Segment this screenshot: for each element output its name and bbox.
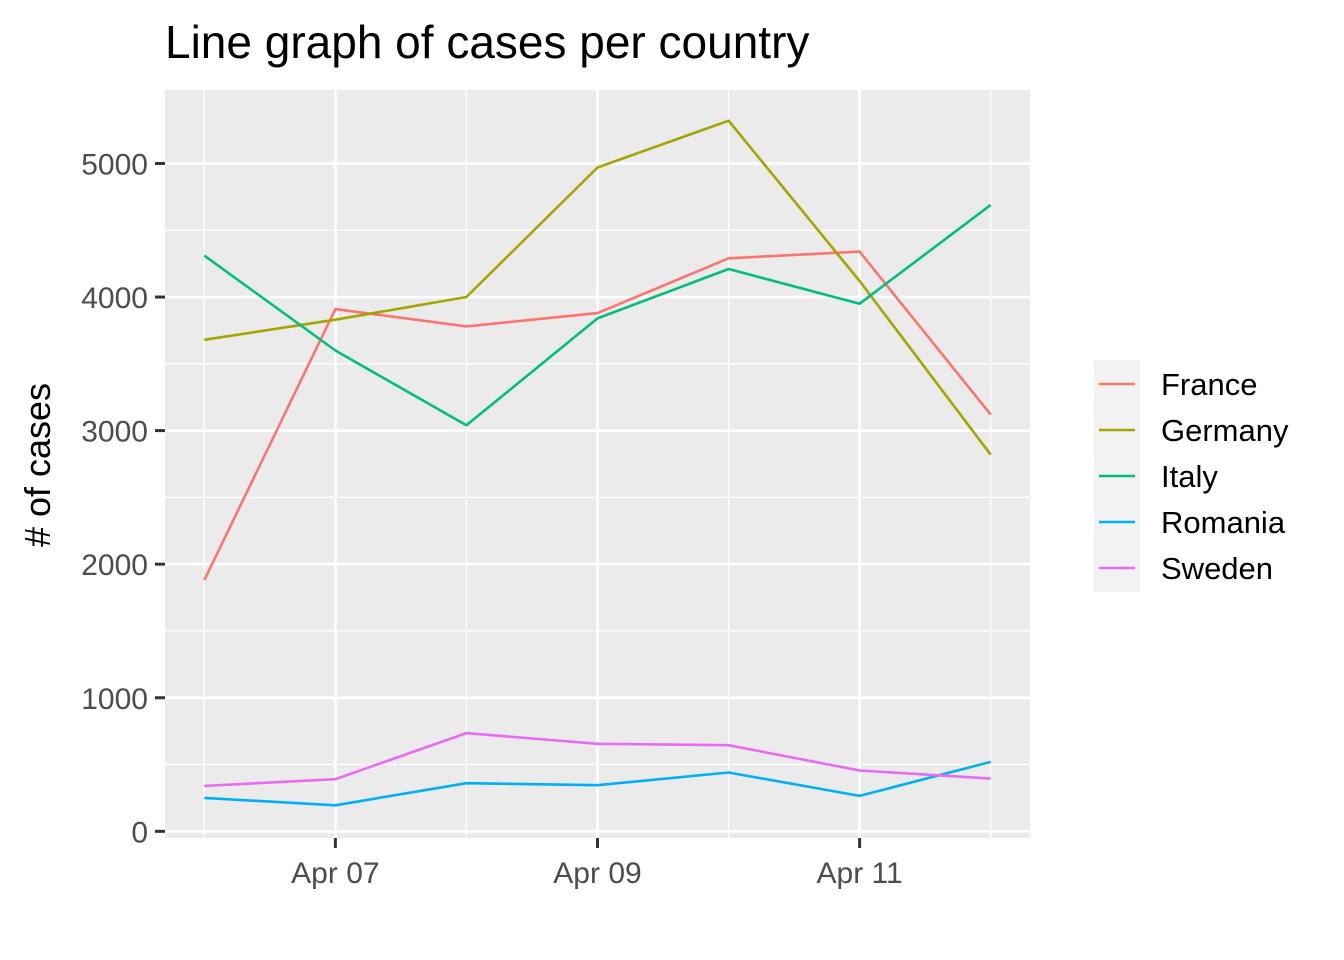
legend-label-italy: Italy (1161, 459, 1218, 494)
legend-label-romania: Romania (1161, 505, 1286, 540)
legend-label-france: France (1161, 367, 1257, 402)
series-lines (203, 119, 992, 807)
x-tick-label: Apr 07 (291, 857, 379, 890)
y-tick-label: 5000 (81, 148, 148, 181)
legend-label-germany: Germany (1161, 413, 1289, 448)
y-tick-label: 0 (131, 816, 148, 849)
major-gridlines (165, 90, 1030, 838)
x-tick-label: Apr 09 (553, 857, 641, 890)
legend-label-sweden: Sweden (1161, 551, 1273, 586)
x-tick-label: Apr 11 (817, 857, 903, 890)
y-tick-label: 4000 (81, 282, 148, 315)
legend: France Germany Italy Romania Sweden (1094, 360, 1289, 592)
y-tick-label: 2000 (81, 549, 148, 582)
y-tick-label: 1000 (81, 683, 148, 716)
series-line-germany (204, 119, 992, 456)
y-tick-label: 3000 (81, 416, 148, 449)
y-axis-label: # of cases (17, 383, 58, 547)
series-line-france (203, 250, 992, 581)
series-line-sweden (204, 731, 991, 788)
series-line-italy (203, 203, 992, 427)
chart-title: Line graph of cases per country (165, 16, 809, 68)
x-axis: Apr 07 Apr 09 Apr 11 (291, 838, 903, 890)
y-axis: 0 1000 2000 3000 4000 5000 (81, 148, 165, 849)
series-line-romania (204, 760, 992, 807)
